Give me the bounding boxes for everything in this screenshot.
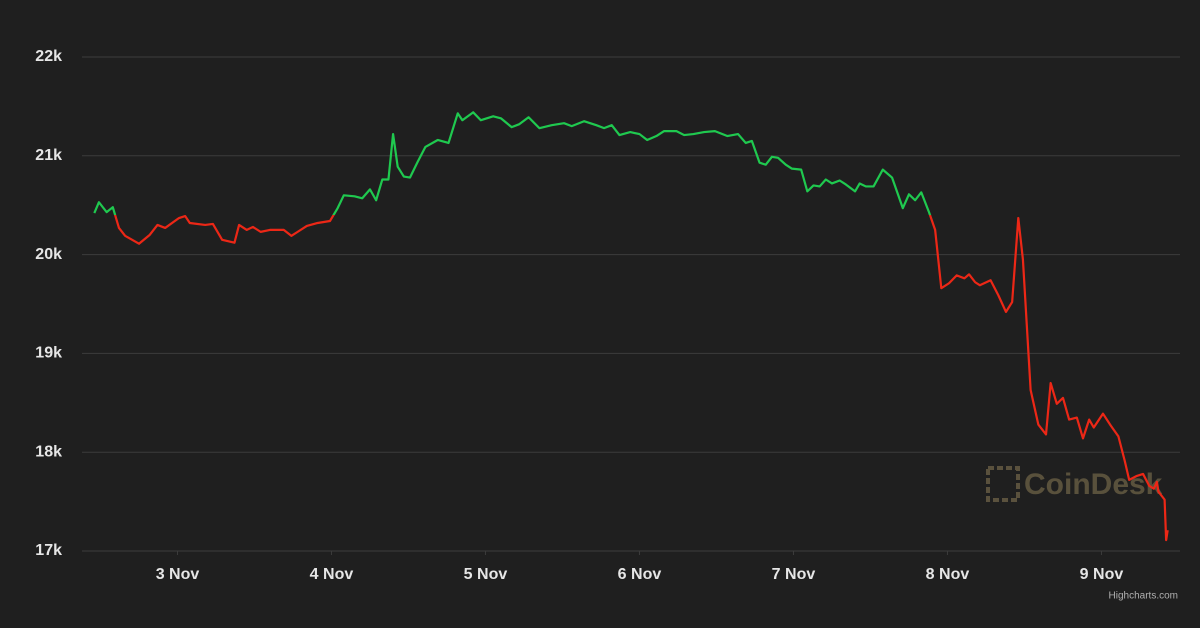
grid bbox=[82, 56, 1180, 555]
plot bbox=[93, 111, 1169, 542]
y-tick-label: 17k bbox=[35, 542, 62, 559]
y-tick-label: 20k bbox=[35, 246, 62, 263]
x-tick-label: 5 Nov bbox=[464, 566, 508, 583]
y-tick-label: 19k bbox=[35, 345, 62, 362]
x-tick-label: 4 Nov bbox=[310, 566, 354, 583]
x-tick-label: 6 Nov bbox=[618, 566, 662, 583]
x-tick-label: 7 Nov bbox=[772, 566, 816, 583]
credits: Highcharts.com bbox=[1109, 591, 1178, 602]
y-tick-label: 21k bbox=[35, 147, 62, 164]
x-tick-label: 3 Nov bbox=[156, 566, 200, 583]
watermark: CoinDesk bbox=[1024, 468, 1163, 501]
y-tick-label: 22k bbox=[35, 48, 62, 65]
watermark-logo bbox=[986, 466, 1020, 502]
price-line bbox=[93, 111, 1169, 542]
y-tick-label: 18k bbox=[35, 443, 62, 460]
logo-mark bbox=[986, 466, 1020, 502]
x-tick-label: 9 Nov bbox=[1080, 566, 1124, 583]
x-tick-label: 8 Nov bbox=[926, 566, 970, 583]
